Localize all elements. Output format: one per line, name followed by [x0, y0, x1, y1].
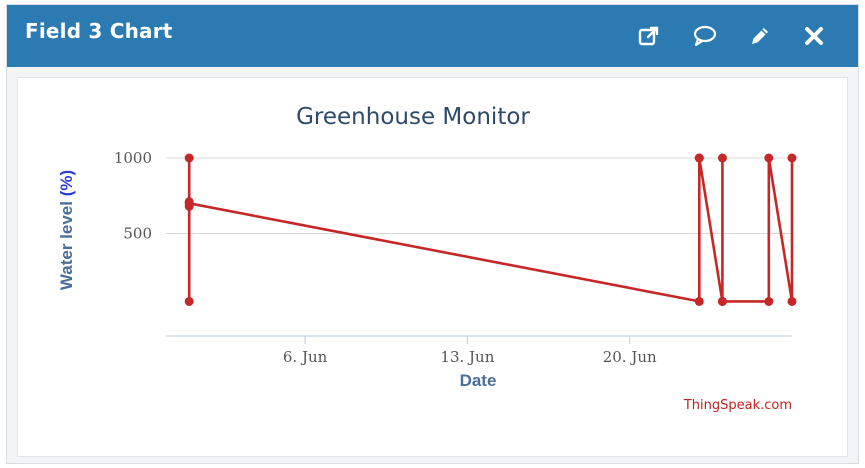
series-line-0 — [187, 156, 794, 303]
chart-window: Field 3 Chart Greenhou — [6, 4, 859, 464]
comment-icon[interactable] — [688, 19, 722, 53]
grid-lines — [166, 157, 792, 234]
x-tick-label-2: 20. Jun — [603, 348, 657, 366]
data-point-1 — [184, 153, 194, 163]
data-point-5 — [694, 296, 704, 306]
window-header: Field 3 Chart — [7, 5, 858, 67]
data-point-10 — [717, 296, 727, 306]
y-axis-label: Water level (%) — [57, 170, 76, 290]
external-link-icon[interactable] — [632, 19, 666, 53]
data-point-14 — [787, 153, 797, 163]
x-tick-label-1: 13. Jun — [440, 348, 494, 366]
data-point-9 — [717, 153, 727, 163]
data-point-0 — [184, 296, 194, 306]
data-point-11 — [764, 296, 774, 306]
thingspeak-credit-link[interactable]: ThingSpeak.com — [683, 398, 792, 413]
pencil-icon[interactable] — [743, 19, 777, 53]
y-tick-label-500: 500 — [123, 225, 152, 243]
chart-title: Greenhouse Monitor — [296, 104, 530, 130]
data-point-13 — [787, 296, 797, 306]
x-tick-label-0: 6. Jun — [283, 348, 328, 366]
data-point-4 — [184, 198, 194, 208]
x-axis-label: Date — [460, 371, 497, 390]
close-icon[interactable] — [797, 19, 831, 53]
data-point-7 — [694, 153, 704, 163]
data-point-12 — [764, 153, 774, 163]
x-axis: 6. Jun 13. Jun 20. Jun — [166, 335, 792, 366]
series-water-level — [184, 153, 797, 306]
line-chart: Greenhouse Monitor 500 1000 6. Jun 13. Jun… — [57, 104, 797, 413]
window-title: Field 3 Chart — [25, 19, 173, 43]
y-axis-ticks: 500 1000 — [114, 149, 152, 243]
y-tick-label-1000: 1000 — [114, 149, 152, 167]
chart-panel: Greenhouse Monitor 500 1000 6. Jun 13. Jun… — [17, 77, 848, 457]
y-axis-label-unit: (%) — [57, 170, 76, 196]
y-axis-label-name: Water level — [57, 201, 76, 290]
